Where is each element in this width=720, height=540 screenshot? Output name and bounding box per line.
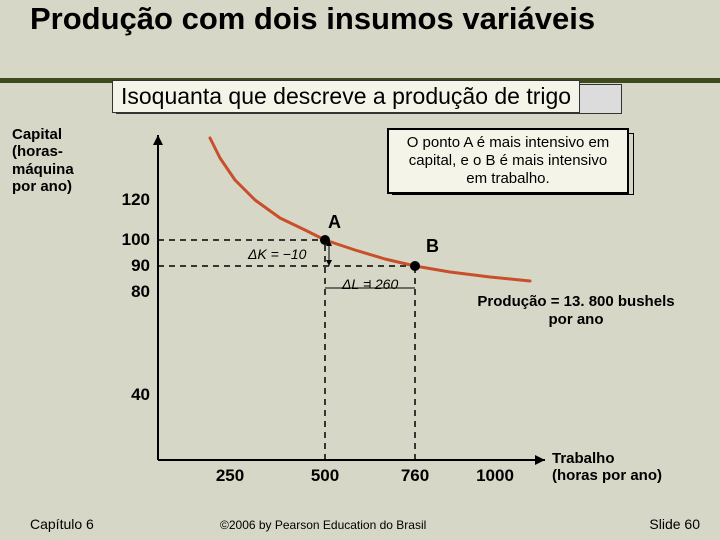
x-tick: 760 (390, 466, 440, 486)
delta-k-label: ΔK = −10 (248, 246, 306, 262)
slide: Produção com dois insumos variáveis Isoq… (0, 0, 720, 540)
x-tick: 250 (205, 466, 255, 486)
delta-l-label: ΔL = 260 (342, 276, 398, 292)
y-tick: 120 (110, 190, 150, 210)
point-a-label: A (328, 212, 341, 233)
footer-copyright: ©2006 by Pearson Education do Brasil (220, 518, 426, 532)
y-tick: 100 (110, 230, 150, 250)
y-tick: 40 (110, 385, 150, 405)
footer-slide-number: Slide 60 (649, 516, 700, 532)
footer-chapter: Capítulo 6 (30, 516, 94, 532)
y-tick: 80 (110, 282, 150, 302)
x-tick: 500 (300, 466, 350, 486)
point-b-label: B (426, 236, 439, 257)
x-axis-label: Trabalho(horas por ano) (552, 450, 662, 485)
x-tick: 1000 (470, 466, 520, 486)
y-tick: 90 (110, 256, 150, 276)
